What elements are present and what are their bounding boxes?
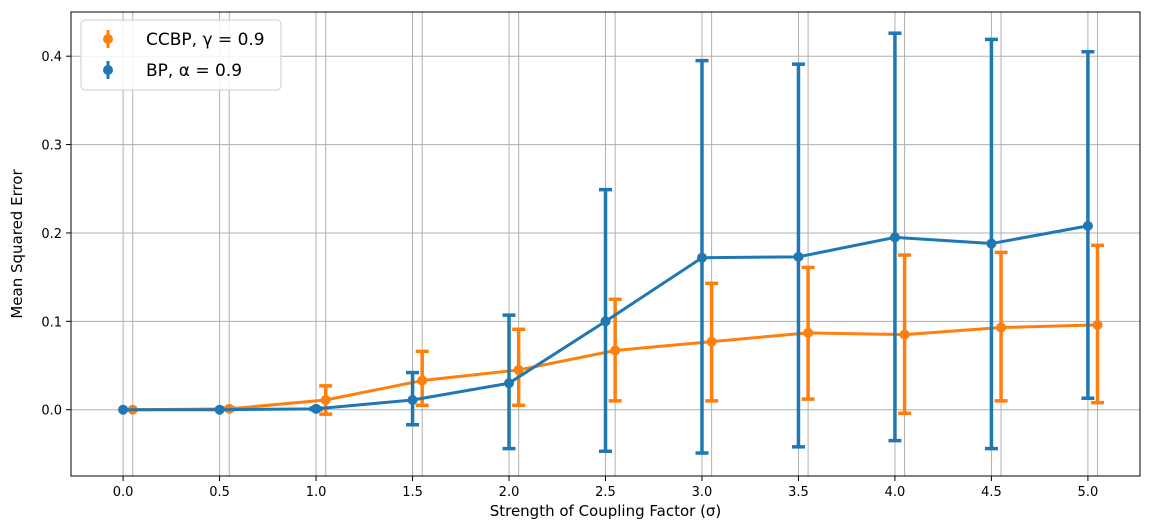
data-point [889, 232, 900, 243]
series-layer [118, 31, 1105, 455]
ticks-layer: 0.0 0.5 1.0 1.5 2.0 2.5 3.0 3.5 4.0 4.5 5.0 0.0 0.1 0… [41, 50, 1098, 500]
data-point [996, 322, 1007, 333]
legend-box [80, 19, 282, 91]
legend-marker-icon [103, 65, 113, 75]
x-axis-label: Strength of Coupling Factor (σ) [490, 502, 722, 520]
x-tick-label: 2.0 [499, 485, 520, 500]
y-tick-label: 0.0 [41, 404, 62, 419]
data-point [118, 404, 129, 415]
data-point [706, 336, 717, 347]
x-tick-label: 0.5 [209, 485, 230, 500]
legend-marker-icon [103, 34, 113, 44]
legend-label: BP, α = 0.9 [146, 61, 242, 81]
data-point [504, 378, 515, 389]
data-point [1092, 319, 1103, 330]
data-point [696, 252, 707, 263]
x-tick-label: 1.5 [402, 485, 423, 500]
data-point [320, 394, 331, 405]
legend: CCBP, γ = 0.9 BP, α = 0.9 [80, 19, 282, 91]
x-tick-label: 2.5 [595, 485, 616, 500]
data-point [803, 327, 814, 338]
data-point [610, 345, 621, 356]
data-point [513, 364, 524, 375]
x-tick-label: 1.0 [306, 485, 327, 500]
data-point [899, 329, 910, 340]
legend-label: CCBP, γ = 0.9 [146, 30, 265, 50]
x-tick-label: 0.0 [113, 485, 134, 500]
x-tick-label: 4.5 [981, 485, 1002, 500]
x-tick-label: 4.0 [885, 485, 906, 500]
data-point [417, 375, 428, 386]
data-point [793, 251, 804, 262]
data-point [600, 316, 611, 327]
y-tick-label: 0.3 [41, 139, 62, 154]
legend-entries: CCBP, γ = 0.9 BP, α = 0.9 [103, 30, 265, 81]
data-point [311, 403, 322, 414]
y-tick-label: 0.2 [41, 227, 62, 242]
x-tick-label: 3.0 [692, 485, 713, 500]
data-point [214, 404, 225, 415]
data-point [1082, 220, 1093, 231]
x-tick-label: 3.5 [788, 485, 809, 500]
series-2 [118, 31, 1095, 455]
y-axis-label: Mean Squared Error [8, 169, 26, 319]
series-1 [127, 243, 1105, 416]
y-tick-label: 0.4 [41, 50, 62, 65]
x-tick-label: 5.0 [1078, 485, 1099, 500]
y-tick-label: 0.1 [41, 315, 62, 330]
data-point [407, 394, 418, 405]
data-point [986, 238, 997, 249]
